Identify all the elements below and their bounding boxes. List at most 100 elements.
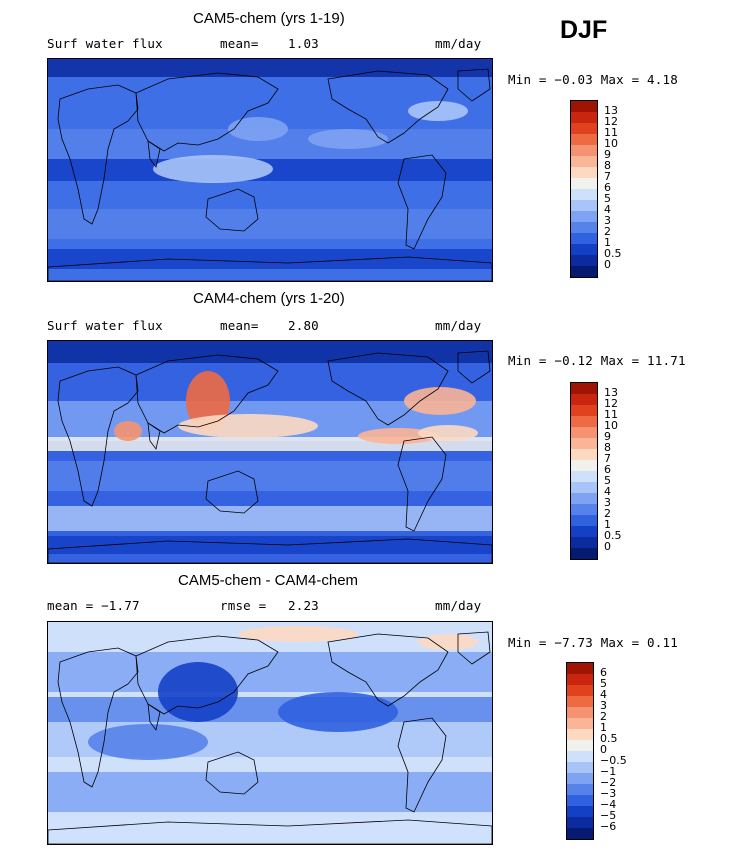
- colorbar-tick-label: 5: [600, 677, 607, 690]
- colorbar-swatch: [571, 101, 597, 112]
- colorbar-tick-label: 0: [600, 743, 607, 756]
- panel-2-units: mm/day: [435, 318, 482, 333]
- panel-3-rmse-label: rmse =: [220, 598, 267, 613]
- colorbar-tick-label: −6: [600, 820, 617, 833]
- colorbar-tick-label: 4: [600, 688, 607, 701]
- colorbar-tick-label: 9: [604, 148, 611, 161]
- colorbar-tick-label: 6: [604, 181, 611, 194]
- colorbar-swatch: [567, 828, 593, 839]
- panel-3-units: mm/day: [435, 598, 482, 613]
- colorbar-tick-label: 11: [604, 408, 618, 421]
- colorbar-tick-label: 0.5: [600, 732, 618, 745]
- colorbar-tick-label: 1: [604, 518, 611, 531]
- colorbar-tick-label: 11: [604, 126, 618, 139]
- map-field-band: [48, 506, 492, 531]
- panel-2-title: CAM4-chem (yrs 1-20): [193, 290, 345, 307]
- colorbar-swatch: [567, 663, 593, 674]
- panel-1-units: mm/day: [435, 36, 482, 51]
- colorbar-tick-label: 5: [604, 192, 611, 205]
- coastline: [205, 470, 259, 514]
- coastline: [457, 631, 491, 665]
- colorbar-tick-label: 7: [604, 452, 611, 465]
- colorbar-tick-label: 13: [604, 386, 618, 399]
- colorbar-tick-label: 0.5: [604, 529, 622, 542]
- season-label: DJF: [560, 16, 608, 44]
- colorbar-swatch: [567, 674, 593, 685]
- colorbar-swatch: [567, 773, 593, 784]
- colorbar-swatch: [571, 394, 597, 405]
- colorbar-tick-label: 2: [600, 710, 607, 723]
- colorbar-swatch: [571, 383, 597, 394]
- colorbar-swatch: [571, 526, 597, 537]
- colorbar-tick-label: 0.5: [604, 247, 622, 260]
- map-field-feature: [408, 101, 468, 121]
- colorbar-swatch: [567, 718, 593, 729]
- colorbar-swatch: [571, 244, 597, 255]
- colorbar-swatch: [571, 515, 597, 526]
- map-field-feature: [158, 662, 238, 722]
- panel-1-mean-value: 1.03: [288, 36, 319, 51]
- colorbar-swatch: [567, 806, 593, 817]
- colorbar-swatch: [567, 740, 593, 751]
- panel-2-mean-value: 2.80: [288, 318, 319, 333]
- map-field-feature: [88, 724, 208, 760]
- coastline: [57, 647, 139, 788]
- panel-3-minmax: Min = −7.73 Max = 0.11: [508, 635, 678, 650]
- map-field-band: [48, 697, 492, 722]
- colorbar-tick-label: 1: [604, 236, 611, 249]
- map-field-feature: [114, 421, 142, 441]
- colorbar-tick-label: 10: [604, 419, 618, 432]
- colorbar-swatch: [571, 493, 597, 504]
- panel-1-variable-label: Surf water flux: [47, 36, 163, 51]
- map-field-feature: [153, 155, 273, 183]
- map-field-feature: [404, 387, 476, 415]
- colorbar-swatch: [571, 449, 597, 460]
- colorbar-swatch: [571, 504, 597, 515]
- colorbar-tick-label: 3: [604, 214, 611, 227]
- colorbar-tick-label: 2: [604, 507, 611, 520]
- colorbar-swatch: [567, 696, 593, 707]
- colorbar-tick-label: −3: [600, 787, 617, 800]
- colorbar-swatch: [567, 795, 593, 806]
- colorbar-tick-label: 8: [604, 159, 611, 172]
- colorbar-swatch: [571, 178, 597, 189]
- colorbar-swatch: [571, 167, 597, 178]
- map-field-feature: [308, 129, 388, 149]
- map-field-feature: [358, 428, 438, 444]
- colorbar-tick-label: 6: [604, 463, 611, 476]
- map-field-feature: [418, 634, 478, 650]
- colorbar-tick-label: −0.5: [600, 754, 627, 767]
- colorbar-swatch: [571, 537, 597, 548]
- panel-3-map: [47, 621, 493, 845]
- coastline: [457, 350, 491, 384]
- colorbar-swatch: [571, 438, 597, 449]
- colorbar-swatch: [571, 427, 597, 438]
- map-field-feature: [418, 425, 478, 441]
- colorbar-tick-label: −4: [600, 798, 617, 811]
- colorbar-tick-label: 0: [604, 540, 611, 553]
- colorbar-tick-label: 12: [604, 397, 618, 410]
- panel-1-minmax: Min = −0.03 Max = 4.18: [508, 72, 678, 87]
- colorbar-swatch: [571, 416, 597, 427]
- coastline: [57, 366, 139, 507]
- coastline: [57, 84, 139, 225]
- panel-1-title: CAM5-chem (yrs 1-19): [193, 10, 345, 27]
- colorbar-swatch: [571, 471, 597, 482]
- panel-1-mean-label: mean=: [220, 36, 259, 51]
- colorbar-tick-label: 5: [604, 474, 611, 487]
- panel-2-variable-label: Surf water flux: [47, 318, 163, 333]
- panel-2-minmax: Min = −0.12 Max = 11.71: [508, 353, 686, 368]
- panel-1-map: [47, 58, 493, 282]
- coastline: [205, 751, 259, 795]
- colorbar-swatch: [571, 211, 597, 222]
- colorbar-swatch: [567, 707, 593, 718]
- colorbar-tick-label: 12: [604, 115, 618, 128]
- colorbar-swatch: [571, 145, 597, 156]
- map-field-band: [48, 341, 492, 363]
- map-field-band: [48, 772, 492, 812]
- colorbar-swatch: [571, 123, 597, 134]
- colorbar-swatch: [571, 482, 597, 493]
- colorbar-tick-label: 1: [600, 721, 607, 734]
- map-field-band: [48, 59, 492, 77]
- coastline: [147, 703, 161, 731]
